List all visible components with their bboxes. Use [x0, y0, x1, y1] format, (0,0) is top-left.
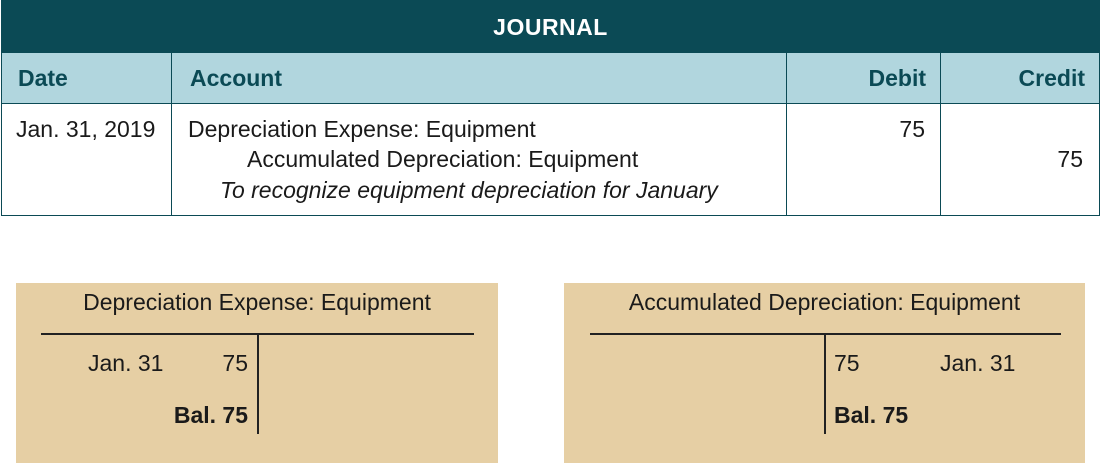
- credit-entry-amount: 75: [834, 350, 860, 376]
- header-date: Date: [18, 64, 68, 91]
- journal-header-row: Date Account Debit Credit: [2, 53, 1099, 104]
- entry-date: Jan. 31, 2019: [16, 116, 156, 142]
- debit-entry-date: Jan. 31: [88, 350, 164, 376]
- t-account-title: Accumulated Depreciation: Equipment: [628, 289, 1021, 315]
- column-divider: [940, 52, 941, 215]
- t-account-title: Depreciation Expense: Equipment: [83, 289, 431, 315]
- header-debit: Debit: [868, 64, 927, 91]
- t-account-divider: [257, 334, 259, 434]
- column-divider: [171, 52, 172, 215]
- t-account-divider: [824, 334, 826, 434]
- credit-account: Accumulated Depreciation: Equipment: [247, 146, 639, 172]
- header-account: Account: [190, 64, 282, 91]
- debit-account: Depreciation Expense: Equipment: [188, 116, 536, 142]
- credit-balance: Bal. 75: [834, 402, 909, 428]
- credit-entry-date: Jan. 31: [940, 350, 1016, 376]
- debit-amount: 75: [899, 116, 925, 142]
- journal-title: JOURNAL: [2, 1, 1099, 53]
- journal-table: JOURNAL Date Account Debit Credit: [1, 0, 1100, 216]
- column-divider: [786, 52, 787, 215]
- debit-entry-amount: 75: [222, 350, 248, 376]
- credit-amount: 75: [1057, 146, 1083, 172]
- entry-memo: To recognize equipment depreciation for …: [220, 177, 718, 203]
- header-credit: Credit: [1018, 64, 1085, 91]
- debit-balance: Bal. 75: [173, 402, 248, 428]
